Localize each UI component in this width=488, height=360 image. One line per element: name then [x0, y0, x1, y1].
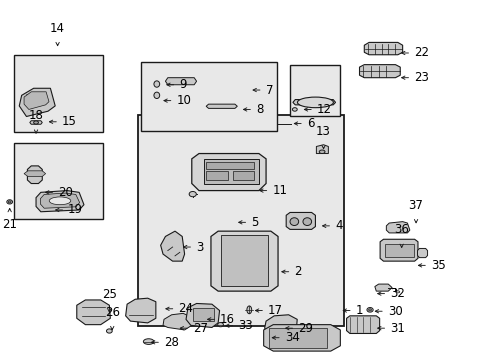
Bar	[206, 171, 227, 180]
Ellipse shape	[49, 197, 71, 205]
Bar	[289, 66, 340, 117]
Text: 25: 25	[102, 288, 117, 301]
Polygon shape	[160, 231, 184, 261]
Text: 24: 24	[178, 302, 193, 315]
Ellipse shape	[395, 291, 399, 293]
Text: 22: 22	[413, 46, 428, 59]
Text: 18: 18	[28, 109, 43, 122]
Text: 21: 21	[2, 218, 17, 231]
Text: 10: 10	[176, 94, 191, 107]
Polygon shape	[263, 325, 340, 351]
Polygon shape	[417, 248, 427, 258]
Ellipse shape	[303, 218, 311, 225]
Ellipse shape	[246, 306, 251, 314]
Polygon shape	[206, 104, 237, 108]
Ellipse shape	[289, 218, 298, 225]
Text: 19: 19	[68, 203, 83, 216]
Bar	[232, 171, 254, 180]
Ellipse shape	[366, 307, 372, 312]
Text: 2: 2	[294, 265, 301, 278]
Bar	[220, 235, 268, 286]
Polygon shape	[36, 190, 84, 212]
Polygon shape	[359, 65, 399, 78]
Text: 16: 16	[220, 313, 235, 326]
Bar	[15, 55, 103, 132]
Text: 26: 26	[104, 306, 120, 319]
Text: 9: 9	[179, 78, 186, 91]
Text: 29: 29	[298, 322, 312, 335]
Bar	[206, 162, 254, 170]
Text: 35: 35	[430, 259, 445, 272]
Ellipse shape	[106, 329, 112, 333]
Ellipse shape	[143, 339, 154, 345]
Text: 1: 1	[355, 304, 363, 317]
Text: 20: 20	[58, 186, 73, 199]
Polygon shape	[346, 316, 379, 333]
Bar	[140, 62, 277, 131]
Polygon shape	[364, 42, 402, 55]
Ellipse shape	[154, 81, 160, 87]
Ellipse shape	[34, 121, 39, 124]
Ellipse shape	[154, 92, 160, 99]
Bar	[15, 143, 103, 219]
Text: 31: 31	[389, 322, 404, 335]
Ellipse shape	[292, 108, 297, 111]
Polygon shape	[210, 231, 278, 291]
Polygon shape	[41, 193, 80, 208]
Polygon shape	[379, 239, 417, 261]
Text: 28: 28	[163, 336, 179, 349]
Text: 11: 11	[272, 184, 287, 197]
Polygon shape	[165, 78, 196, 85]
Text: 6: 6	[306, 117, 314, 130]
Text: 15: 15	[62, 115, 77, 128]
Text: 27: 27	[192, 322, 207, 335]
Text: 13: 13	[315, 125, 330, 138]
Text: 14: 14	[50, 22, 65, 35]
Polygon shape	[316, 145, 328, 154]
Text: 23: 23	[413, 71, 428, 84]
Polygon shape	[24, 171, 45, 176]
Text: 3: 3	[196, 240, 203, 253]
Ellipse shape	[7, 200, 13, 204]
Text: 7: 7	[265, 84, 272, 96]
Text: 17: 17	[267, 304, 283, 317]
Polygon shape	[19, 88, 55, 117]
Text: 33: 33	[238, 319, 252, 332]
Text: 36: 36	[393, 223, 408, 236]
Text: 12: 12	[316, 103, 331, 116]
Ellipse shape	[189, 192, 196, 197]
Bar	[203, 159, 258, 184]
Ellipse shape	[8, 201, 11, 203]
Polygon shape	[386, 222, 409, 233]
Bar	[138, 115, 344, 327]
Text: 34: 34	[284, 331, 299, 344]
Polygon shape	[77, 300, 110, 325]
Polygon shape	[24, 92, 49, 109]
Polygon shape	[125, 298, 156, 323]
Polygon shape	[27, 166, 42, 184]
Text: 5: 5	[251, 216, 258, 229]
Ellipse shape	[319, 150, 325, 154]
Polygon shape	[292, 100, 335, 105]
Polygon shape	[30, 121, 42, 124]
Text: 4: 4	[334, 219, 342, 232]
Bar	[384, 243, 413, 257]
Bar	[192, 308, 214, 321]
Polygon shape	[264, 315, 297, 335]
Ellipse shape	[297, 97, 333, 108]
Text: 32: 32	[389, 287, 404, 300]
Text: 30: 30	[387, 305, 402, 318]
Polygon shape	[374, 284, 391, 291]
Bar	[269, 328, 326, 348]
Polygon shape	[163, 313, 191, 330]
Polygon shape	[285, 212, 315, 229]
Text: 8: 8	[256, 103, 263, 116]
Polygon shape	[185, 303, 219, 328]
Ellipse shape	[217, 323, 223, 327]
Polygon shape	[191, 154, 265, 190]
Text: 37: 37	[408, 199, 423, 212]
Ellipse shape	[368, 309, 371, 311]
